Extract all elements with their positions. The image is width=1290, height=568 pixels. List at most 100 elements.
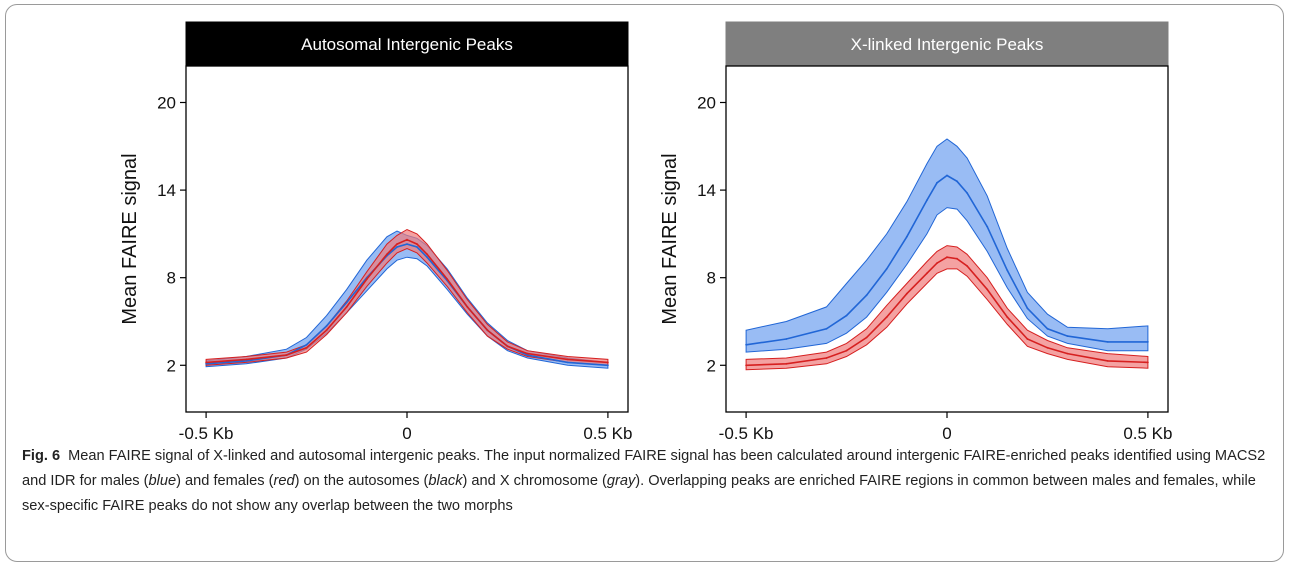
x-tick-label: 0.5 Kb: [1123, 424, 1172, 440]
title-bar: [725, 21, 1169, 67]
series-point-0: [406, 243, 408, 246]
caption-segment: Mean FAIRE signal of X-linked and autoso…: [22, 448, 1266, 489]
y-tick-label: 8: [707, 269, 716, 288]
series-point-1: [986, 288, 989, 291]
series-point-0: [936, 181, 938, 184]
series-point-1: [1106, 360, 1109, 362]
series-point-0: [966, 192, 968, 194]
chart-title: Autosomal Intergenic Peaks: [301, 35, 513, 54]
x-tick-label: 0.5 Kb: [583, 424, 632, 440]
series-point-0: [1006, 269, 1009, 272]
series-point-0: [345, 301, 348, 304]
series-point-1: [1147, 361, 1149, 364]
series-point-0: [526, 354, 529, 356]
series-point-0: [205, 362, 208, 365]
series-point-1: [1026, 338, 1029, 340]
chart-title: X-linked Intergenic Peaks: [851, 35, 1044, 54]
series-point-0: [1147, 341, 1149, 343]
series-point-1: [926, 272, 928, 275]
series-point-1: [205, 361, 208, 364]
series-point-1: [1066, 352, 1069, 355]
x-tick-label: -0.5 Kb: [719, 424, 774, 440]
series-point-1: [1006, 316, 1009, 318]
series-point-1: [845, 349, 848, 352]
chart-x-linked: X-linked Intergenic Peaks 2 8 14 20 -0.5 Kb 0 0…: [659, 21, 1172, 440]
y-tick-label: 2: [707, 356, 716, 375]
series-point-0: [305, 343, 308, 346]
series-point-1: [345, 306, 348, 308]
series-point-1: [936, 262, 938, 264]
figure-caption: Fig. 6 Mean FAIRE signal of X-linked and …: [22, 444, 1272, 519]
caption-segment: ) and X chromosome (: [462, 473, 607, 489]
y-tick-label: 14: [697, 181, 716, 200]
series-point-1: [245, 358, 248, 361]
series-point-1: [305, 346, 308, 349]
caption-segment: ). Overlapping peaks are enriched FAIRE …: [22, 473, 1256, 514]
y-tick-label: 8: [167, 269, 176, 288]
x-tick-label: 0: [402, 424, 411, 440]
y-axis-label: Mean FAIRE signal: [119, 153, 141, 324]
figure-frame: [5, 4, 1284, 562]
caption-segment: ) and females (: [176, 473, 274, 489]
x-tick-label: 0: [942, 424, 951, 440]
series-point-0: [1066, 335, 1069, 337]
x-tick-label: -0.5 Kb: [179, 424, 234, 440]
series-point-1: [1046, 346, 1049, 349]
series-point-0: [1046, 327, 1049, 330]
caption-emphasis: blue: [148, 473, 177, 489]
figure-label: Fig. 6: [22, 448, 61, 464]
series-line-1: [746, 256, 1148, 367]
series-point-0: [956, 180, 958, 183]
series-point-1: [566, 358, 569, 361]
series-point-1: [825, 357, 828, 359]
series-point-0: [946, 174, 948, 177]
series-point-0: [926, 199, 928, 202]
series-point-1: [956, 257, 958, 260]
series-point-0: [986, 225, 989, 228]
series-point-0: [845, 314, 848, 317]
series-point-1: [486, 329, 489, 332]
series-point-1: [946, 256, 948, 259]
series-point-1: [865, 336, 868, 339]
series-point-1: [325, 329, 328, 332]
y-tick-label: 14: [157, 181, 176, 200]
series-point-0: [426, 256, 428, 259]
series-point-0: [745, 343, 747, 346]
caption-emphasis: red: [273, 473, 295, 489]
y-tick-label: 20: [697, 93, 716, 112]
series-point-0: [885, 268, 888, 270]
series-point-1: [285, 354, 288, 356]
series-point-0: [1026, 307, 1029, 310]
series-point-1: [905, 292, 908, 295]
series-point-0: [825, 327, 828, 330]
y-axis-label: Mean FAIRE signal: [659, 153, 681, 324]
series-point-1: [785, 362, 788, 365]
series-point-1: [446, 278, 449, 280]
y-tick-label: 20: [157, 93, 176, 112]
series-point-0: [1106, 341, 1109, 343]
y-tick-label: 2: [167, 356, 176, 375]
caption-emphasis: gray: [606, 473, 636, 489]
series-point-1: [466, 306, 469, 308]
series-point-0: [245, 360, 248, 362]
series-point-1: [416, 243, 418, 246]
series-point-0: [416, 246, 418, 248]
caption-emphasis: black: [428, 473, 463, 489]
chart-autosomal: Autosomal Intergenic Peaks 2 8 14 20 -0.5 Kb 0…: [119, 21, 632, 440]
series-band-0: [205, 230, 609, 369]
series-point-0: [865, 294, 868, 297]
series-band-0: [745, 138, 1149, 353]
series-point-0: [566, 361, 569, 364]
series-point-0: [785, 338, 788, 340]
caption-text: Mean FAIRE signal of X-linked and autoso…: [22, 448, 1265, 514]
series-point-1: [426, 253, 428, 256]
caption-segment: ) on the autosomes (: [294, 473, 429, 489]
series-point-1: [966, 265, 968, 267]
series-point-0: [607, 364, 609, 367]
series-point-0: [905, 235, 908, 238]
series-point-1: [506, 345, 509, 348]
series-point-1: [885, 316, 888, 318]
series-point-1: [745, 364, 747, 367]
series-point-1: [607, 361, 609, 364]
series-point-1: [386, 253, 388, 256]
